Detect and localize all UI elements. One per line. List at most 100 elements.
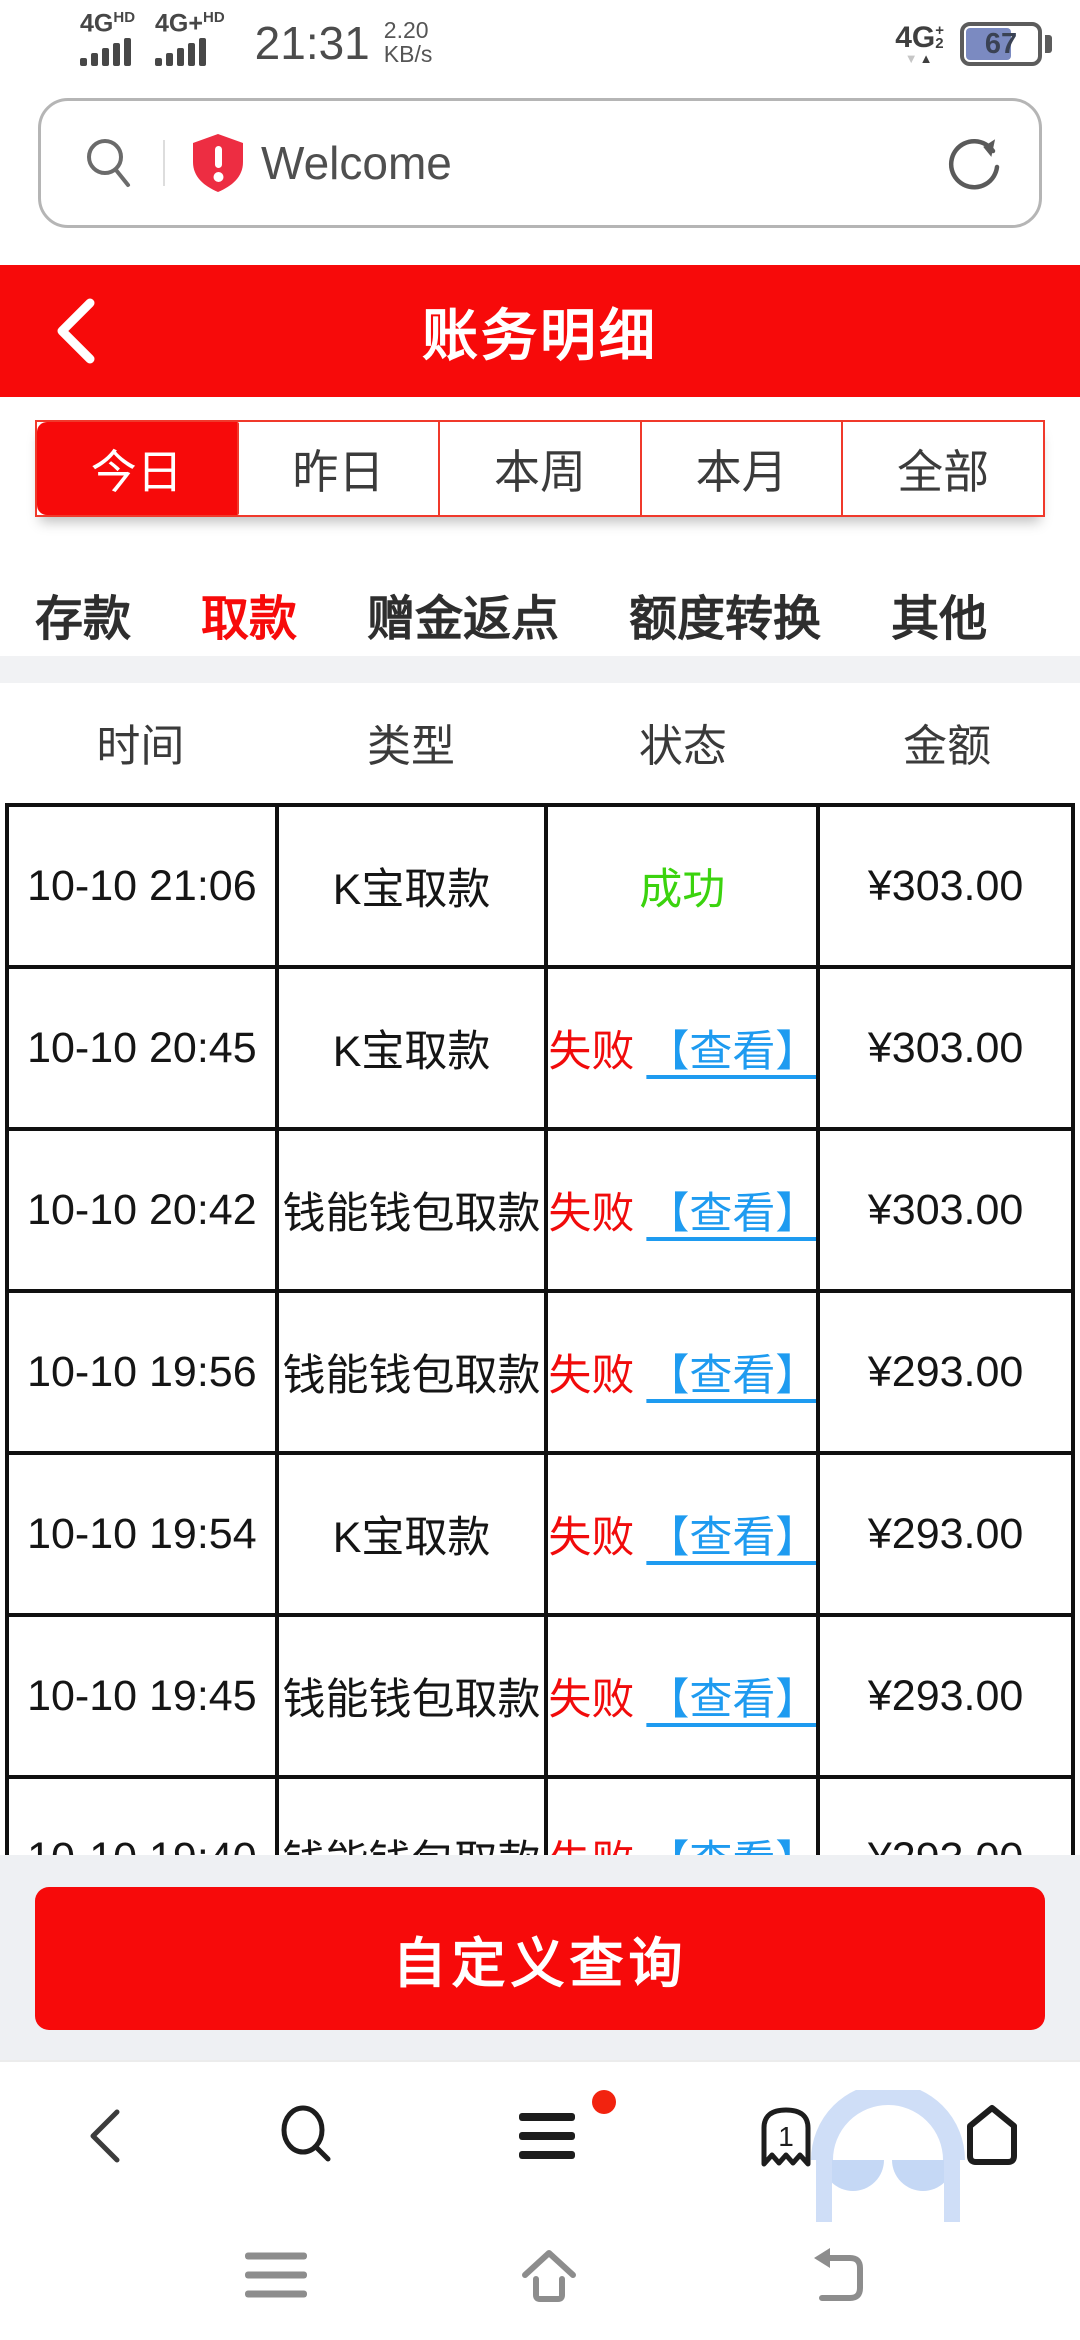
cell-amount: ¥303.00 — [816, 803, 1075, 969]
security-warning-icon[interactable] — [191, 132, 245, 194]
cell-time: 10-10 20:42 — [5, 1127, 279, 1293]
cell-status: 失败【查看】 — [544, 1127, 821, 1293]
system-menu-icon[interactable] — [245, 2252, 307, 2298]
status-text: 成功 — [639, 866, 726, 914]
category-tab-1[interactable]: 取款 — [201, 593, 298, 646]
cell-time: 10-10 19:54 — [5, 1451, 279, 1617]
network-speed: 2.20 KB/s — [383, 17, 433, 67]
records-table-wrapper: 10-10 21:06 K宝取款 成功 ¥303.00 10-10 20:45 K宝取款失… — [5, 803, 1075, 1855]
table-header-row: 时间 类型 状态 金额 — [5, 702, 1075, 782]
table-row: 10-10 19:54 K宝取款 失败 【查看】 ¥293.00 — [5, 1451, 1075, 1617]
browser-back-icon[interactable] — [85, 2106, 125, 2166]
cell-amount: ¥293.00 — [816, 1451, 1075, 1617]
status-text: 失败 — [548, 1352, 635, 1400]
category-tab-row: 存款 取款 赠金返点 额度转换 其他 — [35, 573, 987, 655]
status-time: 21:31 — [254, 17, 370, 69]
browser-toolbar: 1 — [0, 2060, 1080, 2222]
table-row: 10-10 20:42 钱能钱包取款 失败 【查看】 ¥303.00 — [5, 1127, 1075, 1293]
address-bar[interactable]: Welcome — [38, 98, 1042, 228]
tab-count-icon[interactable]: 1 — [756, 2104, 816, 2168]
query-panel: 自定义查询 — [0, 1855, 1080, 2060]
home-badge-icon[interactable] — [962, 2104, 1022, 2168]
battery-cap — [1045, 35, 1052, 53]
column-header-amount: 金额 — [903, 722, 992, 771]
status-bar-right: 4G +2 ▼▲ 67 — [895, 22, 1052, 66]
cell-type: 钱能钱包取款 — [274, 1613, 549, 1779]
table-row: 10-10 19:56 钱能钱包取款 失败 【查看】 ¥293.00 — [5, 1289, 1075, 1455]
cell-time: 10-10 19:40 — [5, 1775, 279, 1855]
search-icon[interactable] — [83, 135, 135, 191]
cell-amount: ¥293.00 — [816, 1289, 1075, 1455]
system-nav-bar — [0, 2210, 1080, 2340]
date-tab-1[interactable]: 昨日 — [239, 422, 441, 515]
signal-label: 4G+HD — [155, 8, 225, 37]
status-text: 失败 — [550, 1838, 634, 1855]
date-tab-2[interactable]: 本周 — [440, 422, 642, 515]
category-tab-3[interactable]: 额度转换 — [629, 593, 822, 646]
status-bar: 4GHD 4G+HD 21:31 2.20 KB/s 4G +2 ▼▲ 67 — [0, 0, 1080, 66]
signal-icon-sim2: 4G+HD — [155, 7, 225, 66]
cell-status: 失败【查看】 — [544, 1613, 821, 1779]
custom-query-button[interactable]: 自定义查询 — [35, 1887, 1045, 2030]
status-text: 失败 — [548, 1190, 635, 1238]
signal-label: 4GHD — [80, 8, 136, 37]
notification-dot — [592, 2090, 616, 2114]
column-header-time: 时间 — [96, 722, 185, 771]
cell-status: 失败【查看】 — [544, 1289, 821, 1455]
section-divider — [0, 656, 1080, 683]
cell-type: K宝取款 — [274, 803, 549, 969]
table-row: 10-10 19:40钱能钱包取款失败【查看】¥293.00 — [5, 1775, 1075, 1855]
view-details-link[interactable]: 【查看】 — [646, 1838, 814, 1855]
cell-amount: ¥303.00 — [816, 965, 1075, 1131]
network-type-icon: 4G +2 ▼▲ — [895, 20, 944, 66]
refresh-icon[interactable] — [947, 135, 1003, 191]
tab-count: 1 — [778, 2121, 794, 2152]
date-tab-4[interactable]: 全部 — [897, 445, 990, 498]
app-header: 账务明细 — [0, 265, 1080, 397]
view-details-link[interactable]: 【查看】 — [646, 1514, 819, 1562]
cell-time: 10-10 19:45 — [5, 1613, 279, 1779]
browser-search-icon[interactable] — [276, 2105, 338, 2167]
category-tab-0[interactable]: 存款 — [35, 593, 132, 646]
cell-status: 失败【查看】 — [544, 1451, 821, 1617]
date-tab-row: 今日 昨日 本周 本月 全部 — [35, 420, 1045, 517]
cell-amount: ¥293.00 — [816, 1613, 1075, 1779]
cell-time: 10-10 20:45 — [5, 965, 279, 1131]
cell-time: 10-10 21:06 — [5, 803, 279, 969]
battery-percent: 67 — [984, 27, 1018, 60]
view-details-link[interactable]: 【查看】 — [646, 1352, 819, 1400]
data-activity-icon: ▼▲ — [904, 50, 935, 66]
records-table-body: 10-10 21:06 K宝取款 成功 ¥303.00 10-10 20:45 K宝取款失… — [5, 803, 1075, 1855]
cell-status: 失败【查看】 — [544, 965, 821, 1131]
cell-time: 10-10 19:56 — [5, 1289, 279, 1455]
goggles-watermark-icon — [811, 2090, 965, 2222]
view-details-link[interactable]: 【查看】 — [646, 1028, 819, 1076]
view-details-link[interactable]: 【查看】 — [646, 1190, 819, 1238]
date-tab-3[interactable]: 本月 — [642, 422, 844, 515]
table-row: 10-10 19:45 钱能钱包取款 失败 【查看】 ¥293.00 — [5, 1613, 1075, 1779]
category-tab-4[interactable]: 其他 — [891, 593, 988, 646]
address-bar-divider — [163, 140, 165, 186]
records-table: 10-10 21:06 K宝取款 成功 ¥303.00 10-10 20:45 K宝取款失… — [5, 803, 1075, 1855]
status-text: 失败 — [548, 1676, 635, 1724]
system-home-icon[interactable] — [517, 2245, 581, 2305]
table-row: 10-10 21:06 K宝取款 成功 ¥303.00 — [5, 803, 1075, 969]
status-text: 失败 — [548, 1514, 635, 1562]
back-icon[interactable] — [52, 297, 98, 365]
browser-menu-icon[interactable] — [519, 2113, 575, 2159]
cell-amount: ¥303.00 — [816, 1127, 1075, 1293]
signal-icon-sim1: 4GHD — [80, 7, 135, 66]
battery-fill — [966, 28, 1011, 60]
cell-type: K宝取款 — [274, 965, 549, 1131]
column-header-status: 状态 — [638, 722, 727, 771]
category-tab-2[interactable]: 赠金返点 — [367, 593, 560, 646]
battery-icon: 67 — [960, 22, 1052, 66]
page-heading: 账务明细 — [422, 303, 658, 367]
page-title[interactable]: Welcome — [261, 137, 452, 189]
cell-amount: ¥293.00 — [816, 1775, 1075, 1855]
system-back-icon[interactable] — [808, 2246, 868, 2304]
date-tab-0[interactable]: 今日 — [37, 422, 239, 515]
view-details-link[interactable]: 【查看】 — [646, 1676, 819, 1724]
signal-bars-icon — [80, 38, 131, 66]
